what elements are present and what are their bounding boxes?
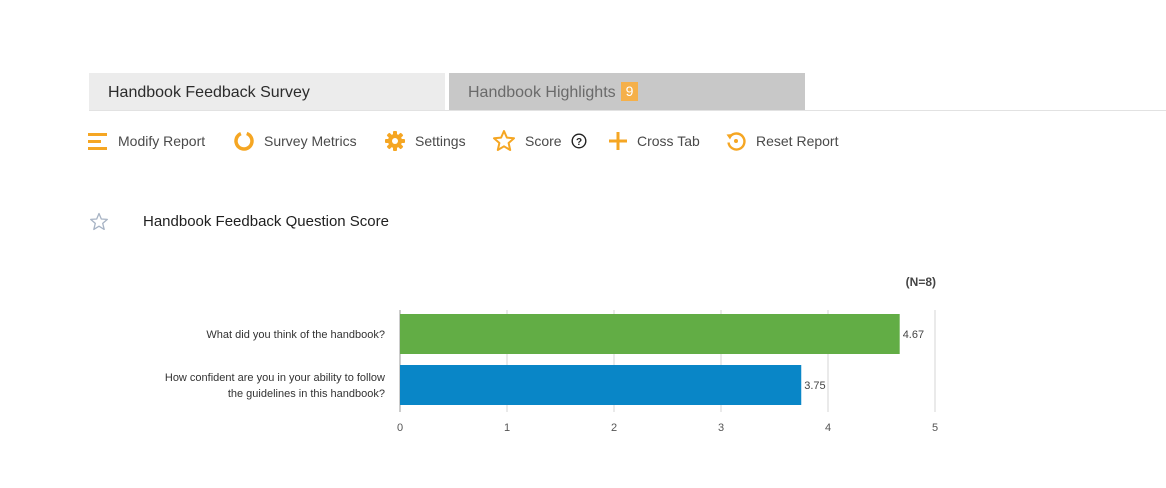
bar[interactable] [400, 365, 802, 405]
bar-value-label: 3.75 [804, 380, 825, 392]
svg-text:?: ? [576, 137, 582, 148]
x-tick-label: 2 [611, 422, 617, 434]
tab-label: Handbook Highlights [468, 84, 616, 101]
chart-title: Handbook Feedback Question Score [143, 213, 389, 230]
category-label: How confident are you in your ability to… [165, 372, 385, 384]
x-tick-label: 1 [504, 422, 510, 434]
cross-tab-button[interactable]: Cross Tab [608, 126, 700, 156]
help-icon[interactable]: ? [571, 133, 587, 149]
gear-icon [385, 131, 405, 151]
modify-report-label: Modify Report [118, 133, 206, 149]
sample-size-label: (N=8) [906, 275, 936, 289]
tab-count-badge: 9 [620, 82, 639, 101]
favorite-star-icon[interactable] [89, 212, 109, 232]
value-labels: 4.67 3.75 [804, 329, 924, 392]
settings-button[interactable]: Settings [384, 126, 466, 156]
bar-value-label: 4.67 [903, 329, 924, 341]
tab-handbook-feedback-survey[interactable]: Handbook Feedback Survey [89, 73, 445, 110]
plus-icon [609, 132, 627, 150]
score-button[interactable]: Score ? [492, 126, 587, 156]
x-tick-label: 0 [397, 422, 403, 434]
question-score-chart: (N=8) What did you think of the handbook… [165, 275, 938, 434]
reset-report-label: Reset Report [756, 133, 839, 149]
star-icon [493, 130, 515, 151]
x-tick-label: 4 [825, 422, 831, 434]
settings-label: Settings [415, 133, 466, 149]
category-label: the guidelines in this handbook? [228, 388, 385, 400]
x-tick-label: 3 [718, 422, 724, 434]
cross-tab-label: Cross Tab [637, 133, 700, 149]
reset-icon [726, 132, 746, 151]
chart-bars [400, 314, 900, 405]
score-label: Score [525, 133, 562, 149]
tab-label: Handbook Feedback Survey [108, 84, 310, 101]
donut-chart-icon [234, 131, 254, 151]
report-tabs: Handbook Feedback Survey Handbook Highli… [89, 73, 1166, 111]
survey-metrics-label: Survey Metrics [264, 133, 357, 149]
x-tick-label: 5 [932, 422, 938, 434]
menu-lines-icon [88, 133, 107, 150]
survey-metrics-button[interactable]: Survey Metrics [233, 126, 357, 156]
category-labels: What did you think of the handbook? How c… [165, 329, 385, 400]
modify-report-button[interactable]: Modify Report [88, 126, 205, 156]
x-axis-ticks: 0 1 2 3 4 5 [397, 422, 938, 434]
category-label: What did you think of the handbook? [206, 329, 385, 341]
tab-handbook-highlights[interactable]: Handbook Highlights 9 [449, 73, 805, 110]
reset-report-button[interactable]: Reset Report [725, 126, 838, 156]
bar[interactable] [400, 314, 900, 354]
